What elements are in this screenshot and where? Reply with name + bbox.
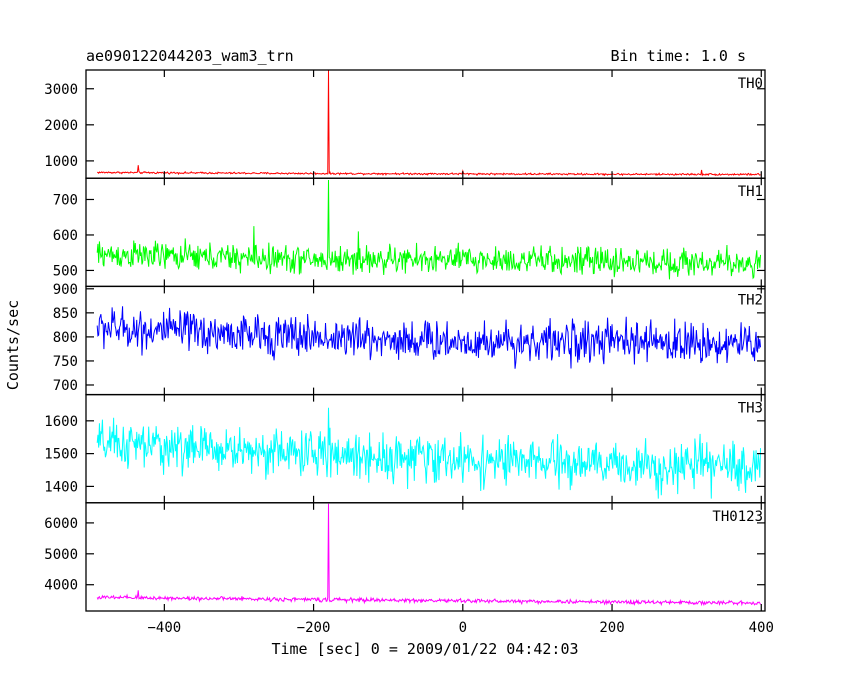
panel-th0: 1000 2000 3000 TH0 <box>44 69 766 179</box>
panel-th3: 1400 1500 1600 TH3 <box>44 393 766 504</box>
y-tick-label: 4000 <box>44 578 78 594</box>
panel-th2: 700 750 800 850 900 TH2 <box>53 282 766 396</box>
x-tick-label: −200 <box>297 620 331 636</box>
panel-frame <box>85 285 766 396</box>
panel-label-th3: TH3 <box>738 401 763 417</box>
y-tick-label: 800 <box>53 330 78 346</box>
panel-th1: 500 600 700 TH1 <box>53 177 766 288</box>
y-tick-label: 850 <box>53 306 78 322</box>
series-line-th2 <box>96 306 762 369</box>
panel-label-th2: TH2 <box>738 292 763 308</box>
x-tick-label: 200 <box>599 620 624 636</box>
y-tick-label: 700 <box>53 192 78 208</box>
panel-label-th0: TH0 <box>738 76 763 92</box>
y-tick-label: 500 <box>53 263 78 279</box>
y-axis-label: Counts/sec <box>4 300 22 390</box>
y-tick-label: 6000 <box>44 516 78 532</box>
bin-time-label: Bin time: 1.0 s <box>611 47 746 65</box>
x-tick-label: 400 <box>749 620 774 636</box>
panel-stack: 1000 2000 3000 TH0 500 600 700 TH1 700 750 800 850 9… <box>44 69 766 612</box>
y-tick-label: 2000 <box>44 118 78 134</box>
y-tick-label: 1500 <box>44 447 78 463</box>
panel-label-th1: TH1 <box>738 184 763 200</box>
series-line-th3 <box>96 407 762 499</box>
y-tick-label: 900 <box>53 282 78 298</box>
x-tick-label: 0 <box>459 620 467 636</box>
series-line-th0123 <box>96 503 761 607</box>
series-line-th1 <box>96 179 762 280</box>
y-tick-label: 1400 <box>44 479 78 495</box>
y-tick-label: 750 <box>53 354 78 370</box>
panel-frame <box>85 177 766 288</box>
plot-title: ae090122044203_wam3_trn <box>86 47 294 65</box>
x-axis: −400 −200 0 200 400 <box>147 620 773 636</box>
panel-frame <box>85 502 766 612</box>
panel-label-th0123: TH0123 <box>712 509 763 525</box>
panel-frame <box>85 69 766 179</box>
y-tick-label: 5000 <box>44 547 78 563</box>
panel-th0123: 4000 5000 6000 TH0123 <box>44 502 766 612</box>
x-axis-label: Time [sec] 0 = 2009/01/22 04:42:03 <box>271 640 578 658</box>
y-tick-label: 600 <box>53 228 78 244</box>
y-tick-label: 1000 <box>44 154 78 170</box>
series-line-th0 <box>97 70 761 177</box>
y-tick-label: 1600 <box>44 414 78 430</box>
y-tick-label: 700 <box>53 378 78 394</box>
x-tick-label: −400 <box>147 620 181 636</box>
y-tick-label: 3000 <box>44 82 78 98</box>
